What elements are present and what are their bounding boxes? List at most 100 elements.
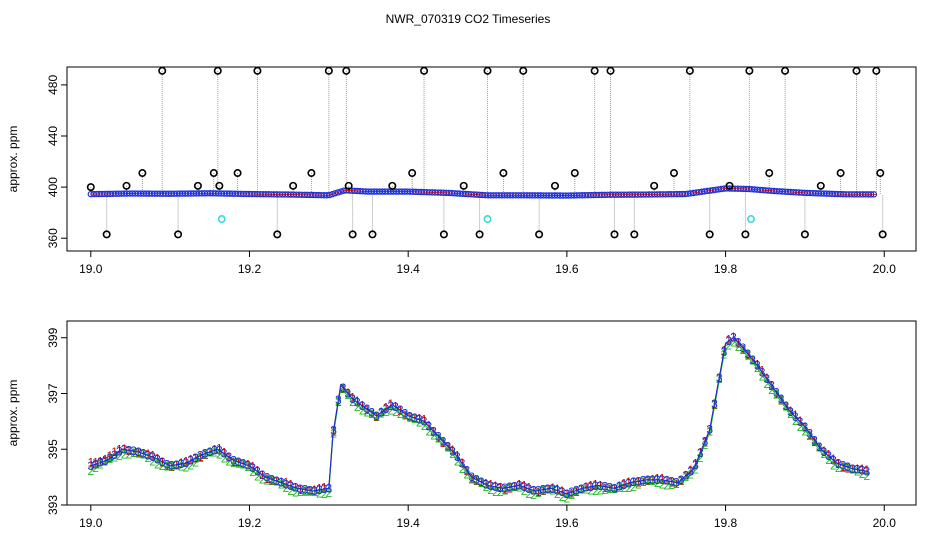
- series-1-point: 1: [840, 460, 847, 474]
- series-2-point: 2: [573, 485, 580, 499]
- series-2-point: 2: [183, 460, 190, 474]
- series-1-point: 1: [544, 482, 551, 496]
- series-3-point: 3: [859, 463, 866, 477]
- series-3-point: 3: [778, 392, 785, 406]
- x-tick-label: 19.2: [238, 516, 262, 530]
- series-1-point: 1: [168, 460, 175, 474]
- series-1-point: 1: [197, 450, 204, 464]
- series-1-point: 1: [235, 457, 242, 471]
- series-3-point: 3: [173, 458, 180, 472]
- series-1-point: 1: [763, 371, 770, 385]
- outlier-point: [741, 230, 750, 239]
- series-1-point: 1: [687, 463, 694, 477]
- series-3-point: 3: [749, 353, 756, 367]
- series-1-point: 1: [773, 387, 780, 401]
- series-1-point: 1: [725, 332, 732, 346]
- series-1-point: 1: [459, 456, 466, 470]
- series-1-point: 1: [202, 448, 209, 462]
- series-2-point: 2: [797, 420, 804, 434]
- outlier-point: [388, 181, 397, 190]
- outlier-point: [535, 230, 544, 239]
- series-3-point: 3: [754, 359, 761, 373]
- series-1-point: 1: [606, 482, 613, 496]
- series-3-point: 3: [592, 479, 599, 493]
- series-3-point: 3: [844, 460, 851, 474]
- series-1-point: 1: [806, 428, 813, 442]
- outlier-point: [215, 181, 224, 190]
- series-2-point: 2: [321, 487, 328, 501]
- series-2-point: 2: [102, 455, 109, 469]
- series-2-point: 2: [535, 486, 542, 500]
- series-3-point: 3: [492, 480, 499, 494]
- series-3-point: 3: [387, 399, 394, 413]
- series-2-point: 2: [806, 429, 813, 443]
- series-3-point: 3: [540, 483, 547, 497]
- series-1-point: 1: [821, 444, 828, 458]
- series-1-point: 1: [402, 408, 409, 422]
- series-2-point: 2: [411, 412, 418, 426]
- series-2-point: 2: [454, 454, 461, 468]
- series-3-point: 3: [221, 447, 228, 461]
- series-3-point: 3: [264, 471, 271, 485]
- series-2-point: 2: [502, 483, 509, 497]
- series-1-point: 1: [559, 484, 566, 498]
- outlier-point: [273, 230, 282, 239]
- series-2-point: 2: [159, 459, 166, 473]
- series-3-point: 3: [759, 365, 766, 379]
- series-1-point: 1: [854, 462, 861, 476]
- series-2-point: 2: [592, 484, 599, 498]
- series-3-point: 3: [140, 447, 147, 461]
- series-3-point: 3: [197, 449, 204, 463]
- outlier-point: [852, 66, 861, 75]
- series-3-point: 3: [744, 347, 751, 361]
- outlier-point: [669, 169, 678, 178]
- series-2-point: 2: [459, 462, 466, 476]
- series-2-point: 2: [111, 451, 118, 465]
- series-1-point: 1: [126, 444, 133, 458]
- series-3-point: 3: [359, 399, 366, 413]
- series-3-point: 3: [107, 451, 114, 465]
- series-3-point: 3: [554, 484, 561, 498]
- series-2-point: 2: [173, 459, 180, 473]
- lower-x-axis: 19.0 19.2 19.4 19.6 19.8 20.0: [79, 505, 896, 530]
- series-2-point: 2: [787, 407, 794, 421]
- series-2-point: 2: [92, 461, 99, 475]
- series-1-point: 1: [730, 330, 737, 344]
- series-3-point: 3: [644, 473, 651, 487]
- series-3-point: 3: [525, 482, 532, 496]
- series-2-point: 2: [506, 481, 513, 495]
- series-3-point: 3: [287, 479, 294, 493]
- series-1-point: 1: [640, 475, 647, 489]
- series-3-point: 3: [740, 341, 747, 355]
- series-1-point: 1: [135, 446, 142, 460]
- series-3-point: 3: [383, 402, 390, 416]
- series-3-point: 3: [797, 415, 804, 429]
- series-2-point: 2: [235, 456, 242, 470]
- series-3-point: 3: [449, 444, 456, 458]
- series-3-point: 3: [249, 461, 256, 475]
- series-3-point: 3: [111, 448, 118, 462]
- series-3-point: 3: [92, 457, 99, 471]
- x-tick-label: 19.8: [714, 262, 738, 276]
- series-1-point: 1: [116, 442, 123, 456]
- series-2-point: 2: [635, 478, 642, 492]
- outlier-point: [253, 66, 262, 75]
- series-2-point: 2: [606, 482, 613, 496]
- series-3-point: 3: [702, 434, 709, 448]
- series-2-point: 2: [763, 377, 770, 391]
- series-3-point: 3: [511, 479, 518, 493]
- series-2-point: 2: [140, 448, 147, 462]
- outlier-point: [519, 66, 528, 75]
- series-2-point: 2: [697, 451, 704, 465]
- series-3-point: 3: [573, 484, 580, 498]
- series-2-line: [90, 339, 869, 498]
- series-2-point: 2: [511, 480, 518, 494]
- series-1-point: 1: [449, 443, 456, 457]
- lower-plot-frame: [66, 320, 917, 506]
- series-2-point: 2: [530, 488, 537, 502]
- x-tick-label: 19.6: [555, 516, 579, 530]
- series-1-point: 1: [97, 454, 104, 468]
- outlier-point: [685, 66, 694, 75]
- y-tick-label: 480: [46, 75, 60, 95]
- outlier-point: [816, 181, 825, 190]
